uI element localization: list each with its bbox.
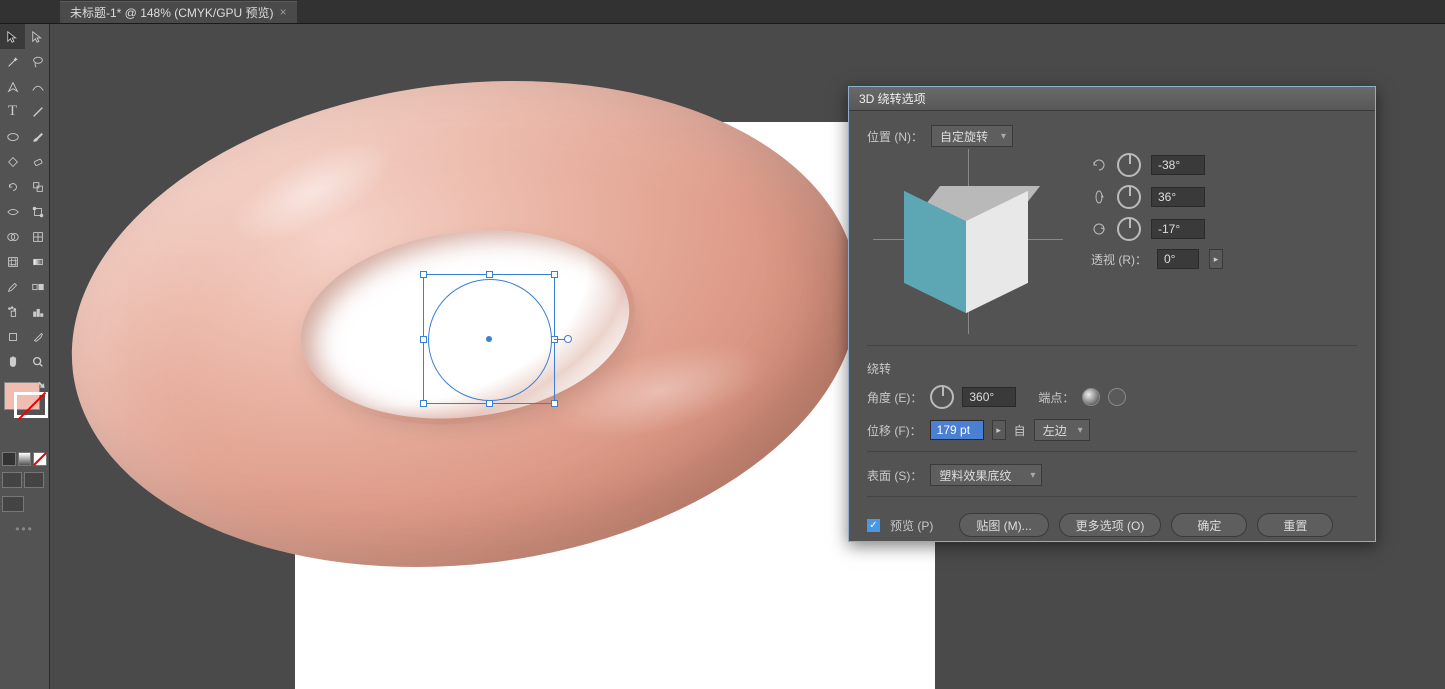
selection-tool[interactable] xyxy=(0,24,25,49)
resize-handle[interactable] xyxy=(551,400,558,407)
document-tab[interactable]: 未标题-1* @ 148% (CMYK/GPU 预览) × xyxy=(60,1,297,23)
scale-tool[interactable] xyxy=(25,174,50,199)
fill-stroke-swatches[interactable] xyxy=(0,378,49,432)
perspective-tool[interactable] xyxy=(25,224,50,249)
resize-handle[interactable] xyxy=(420,271,427,278)
angle-field[interactable]: 360° xyxy=(962,387,1016,407)
toolbox-overflow-icon[interactable]: ••• xyxy=(0,522,49,536)
ok-button[interactable]: 确定 xyxy=(1171,513,1247,537)
resize-handle[interactable] xyxy=(551,271,558,278)
free-transform-tool[interactable] xyxy=(25,199,50,224)
selection-bounding-box[interactable] xyxy=(423,274,555,404)
rotate-handle[interactable] xyxy=(564,335,572,343)
divider xyxy=(867,496,1357,497)
perspective-label: 透视 (R)： xyxy=(1091,251,1147,268)
color-mode-icon[interactable] xyxy=(2,452,16,466)
lasso-tool[interactable] xyxy=(25,49,50,74)
direct-selection-tool[interactable] xyxy=(25,24,50,49)
mesh-tool[interactable] xyxy=(0,249,25,274)
selection-center-icon xyxy=(486,336,492,342)
draw-mode-behind-icon[interactable] xyxy=(24,472,44,488)
zoom-tool[interactable] xyxy=(25,349,50,374)
column-graph-tool[interactable] xyxy=(25,299,50,324)
cap-off-button[interactable] xyxy=(1108,388,1126,406)
slice-tool[interactable] xyxy=(25,324,50,349)
offset-field[interactable]: 179 pt xyxy=(930,420,984,440)
type-tool[interactable]: T xyxy=(0,99,25,124)
rotate-x-icon xyxy=(1091,157,1107,173)
resize-handle[interactable] xyxy=(420,336,427,343)
offset-label: 位移 (F)： xyxy=(867,422,922,439)
reset-button[interactable]: 重置 xyxy=(1257,513,1333,537)
rotate-z-icon xyxy=(1091,221,1107,237)
divider xyxy=(867,345,1357,346)
rotate-z-dial[interactable] xyxy=(1117,217,1141,241)
swap-fill-stroke-icon[interactable] xyxy=(35,380,47,392)
dialog-3d-revolve: 3D 绕转选项 位置 (N)： 自定旋转 -38° 3 xyxy=(848,86,1376,542)
pen-tool[interactable] xyxy=(0,74,25,99)
gradient-tool[interactable] xyxy=(25,249,50,274)
dialog-title-bar[interactable]: 3D 绕转选项 xyxy=(849,87,1375,111)
divider xyxy=(867,451,1357,452)
artboard-tool[interactable] xyxy=(0,324,25,349)
stroke-swatch[interactable] xyxy=(14,392,48,418)
ellipse-tool[interactable] xyxy=(0,124,25,149)
hand-tool[interactable] xyxy=(0,349,25,374)
position-label: 位置 (N)： xyxy=(867,128,923,145)
cap-label: 端点： xyxy=(1038,389,1074,406)
resize-handle[interactable] xyxy=(420,400,427,407)
eraser-tool[interactable] xyxy=(25,149,50,174)
map-art-button[interactable]: 贴图 (M)... xyxy=(959,513,1048,537)
rotate-y-field[interactable]: 36° xyxy=(1151,187,1205,207)
rotation-cube-widget[interactable] xyxy=(883,157,1053,327)
gradient-mode-icon[interactable] xyxy=(18,452,32,466)
draw-mode-normal-icon[interactable] xyxy=(2,472,22,488)
curvature-tool[interactable] xyxy=(25,74,50,99)
perspective-stepper[interactable]: ▸ xyxy=(1209,249,1223,269)
angle-dial[interactable] xyxy=(930,385,954,409)
rotate-y-icon xyxy=(1091,189,1107,205)
position-value: 自定旋转 xyxy=(940,128,988,145)
from-label: 自 xyxy=(1014,422,1026,439)
rotate-x-field[interactable]: -38° xyxy=(1151,155,1205,175)
dialog-title: 3D 绕转选项 xyxy=(859,90,926,107)
preview-checkbox[interactable]: ✓ xyxy=(867,519,880,532)
tab-bar: 未标题-1* @ 148% (CMYK/GPU 预览) × xyxy=(0,0,1445,24)
none-mode-icon[interactable] xyxy=(33,452,47,466)
screen-mode-icon[interactable] xyxy=(2,496,24,512)
rotate-y-dial[interactable] xyxy=(1117,185,1141,209)
width-tool[interactable] xyxy=(0,199,25,224)
rotate-x-dial[interactable] xyxy=(1117,153,1141,177)
eyedropper-tool[interactable] xyxy=(0,274,25,299)
resize-handle[interactable] xyxy=(486,271,493,278)
rotate-tool[interactable] xyxy=(0,174,25,199)
close-icon[interactable]: × xyxy=(280,5,287,19)
toolbox: T ••• xyxy=(0,24,50,689)
magic-wand-tool[interactable] xyxy=(0,49,25,74)
cap-on-button[interactable] xyxy=(1082,388,1100,406)
rotate-z-field[interactable]: -17° xyxy=(1151,219,1205,239)
revolve-section-header: 绕转 xyxy=(867,360,1357,377)
perspective-field[interactable]: 0° xyxy=(1157,249,1199,269)
more-options-button[interactable]: 更多选项 (O) xyxy=(1059,513,1162,537)
offset-stepper[interactable]: ▸ xyxy=(992,420,1006,440)
symbol-sprayer-tool[interactable] xyxy=(0,299,25,324)
shape-builder-tool[interactable] xyxy=(0,224,25,249)
paintbrush-tool[interactable] xyxy=(25,124,50,149)
preview-label: 预览 (P) xyxy=(890,517,933,534)
surface-label: 表面 (S)： xyxy=(867,467,922,484)
line-tool[interactable] xyxy=(25,99,50,124)
blend-tool[interactable] xyxy=(25,274,50,299)
surface-dropdown[interactable]: 塑料效果底纹 xyxy=(930,464,1042,486)
angle-label: 角度 (E)： xyxy=(867,389,922,406)
position-dropdown[interactable]: 自定旋转 xyxy=(931,125,1013,147)
shaper-tool[interactable] xyxy=(0,149,25,174)
resize-handle[interactable] xyxy=(486,400,493,407)
tab-title: 未标题-1* @ 148% (CMYK/GPU 预览) xyxy=(70,4,274,21)
from-dropdown[interactable]: 左边 xyxy=(1034,419,1090,441)
